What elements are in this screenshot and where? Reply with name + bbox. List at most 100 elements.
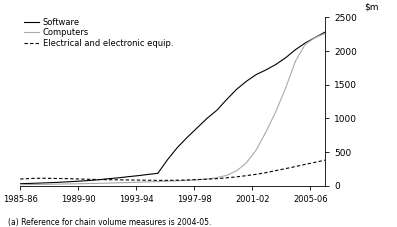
Electrical and electronic equip. [146,179,150,182]
Electrical and electronic equip. [156,179,160,182]
Software [303,42,308,44]
Computers [87,182,91,185]
Electrical and electronic equip. [96,178,101,181]
Software [77,180,81,183]
Electrical and electronic equip. [165,179,170,182]
Software [293,48,298,51]
Electrical and electronic equip. [214,177,219,180]
Computers [224,174,229,177]
Software [165,158,170,161]
Electrical and electronic equip. [136,179,141,181]
Line: Software: Software [20,32,325,184]
Electrical and electronic equip. [47,177,52,180]
Computers [77,182,81,185]
Software [37,182,42,184]
Computers [47,183,52,186]
Line: Computers: Computers [20,34,325,185]
Computers [57,183,62,185]
Electrical and electronic equip. [37,177,42,180]
Electrical and electronic equip. [293,165,298,168]
Computers [254,149,258,151]
Electrical and electronic equip. [18,178,23,180]
Electrical and electronic equip. [126,179,131,181]
Electrical and electronic equip. [323,159,328,162]
Electrical and electronic equip. [175,179,180,182]
Computers [214,176,219,179]
Computers [96,182,101,185]
Computers [313,36,318,39]
Software [185,136,190,139]
Computers [136,181,141,184]
Computers [116,181,121,184]
Electrical and electronic equip. [185,179,190,181]
Computers [234,170,239,172]
Electrical and electronic equip. [204,178,209,180]
Software [274,63,278,66]
Computers [126,181,131,184]
Computers [204,178,209,180]
Software [313,36,318,39]
Software [146,173,150,176]
Electrical and electronic equip. [244,174,249,177]
Computers [106,182,111,184]
Electrical and electronic equip. [234,175,239,178]
Computers [195,178,200,181]
Electrical and electronic equip. [116,178,121,181]
Computers [18,183,23,186]
Electrical and electronic equip. [195,178,200,181]
Electrical and electronic equip. [224,176,229,179]
Computers [146,180,150,183]
Software [116,176,121,179]
Computers [264,131,268,133]
Legend: Software, Computers, Electrical and electronic equip.: Software, Computers, Electrical and elec… [24,18,173,48]
Software [67,180,72,183]
Software [234,88,239,91]
Software [283,56,288,59]
Electrical and electronic equip. [274,169,278,172]
Software [28,182,33,185]
Software [57,181,62,184]
Software [87,179,91,182]
Computers [274,110,278,113]
Computers [303,43,308,46]
Software [264,69,268,71]
Electrical and electronic equip. [254,173,258,176]
Software [175,146,180,149]
Electrical and electronic equip. [28,177,33,180]
Computers [283,87,288,89]
Computers [185,179,190,182]
Electrical and electronic equip. [303,163,308,166]
Computers [323,32,328,35]
Electrical and electronic equip. [264,171,268,174]
Software [126,175,131,178]
Software [224,98,229,101]
Electrical and electronic equip. [87,178,91,181]
Computers [37,183,42,186]
Electrical and electronic equip. [283,167,288,170]
Software [18,182,23,185]
Computers [244,161,249,164]
Computers [156,180,160,183]
Software [106,177,111,180]
Computers [165,180,170,183]
Software [96,178,101,181]
Computers [175,179,180,182]
Text: $m: $m [364,3,378,12]
Software [47,181,52,184]
Software [136,174,141,177]
Software [323,31,328,34]
Software [244,80,249,83]
Electrical and electronic equip. [106,178,111,181]
Computers [67,183,72,185]
Software [214,109,219,112]
Computers [293,60,298,62]
Text: (a) Reference for chain volume measures is 2004-05.: (a) Reference for chain volume measures … [8,218,211,227]
Software [204,117,209,120]
Electrical and electronic equip. [67,177,72,180]
Electrical and electronic equip. [313,161,318,164]
Software [195,126,200,129]
Computers [28,183,33,186]
Electrical and electronic equip. [57,177,62,180]
Electrical and electronic equip. [77,178,81,180]
Software [254,73,258,76]
